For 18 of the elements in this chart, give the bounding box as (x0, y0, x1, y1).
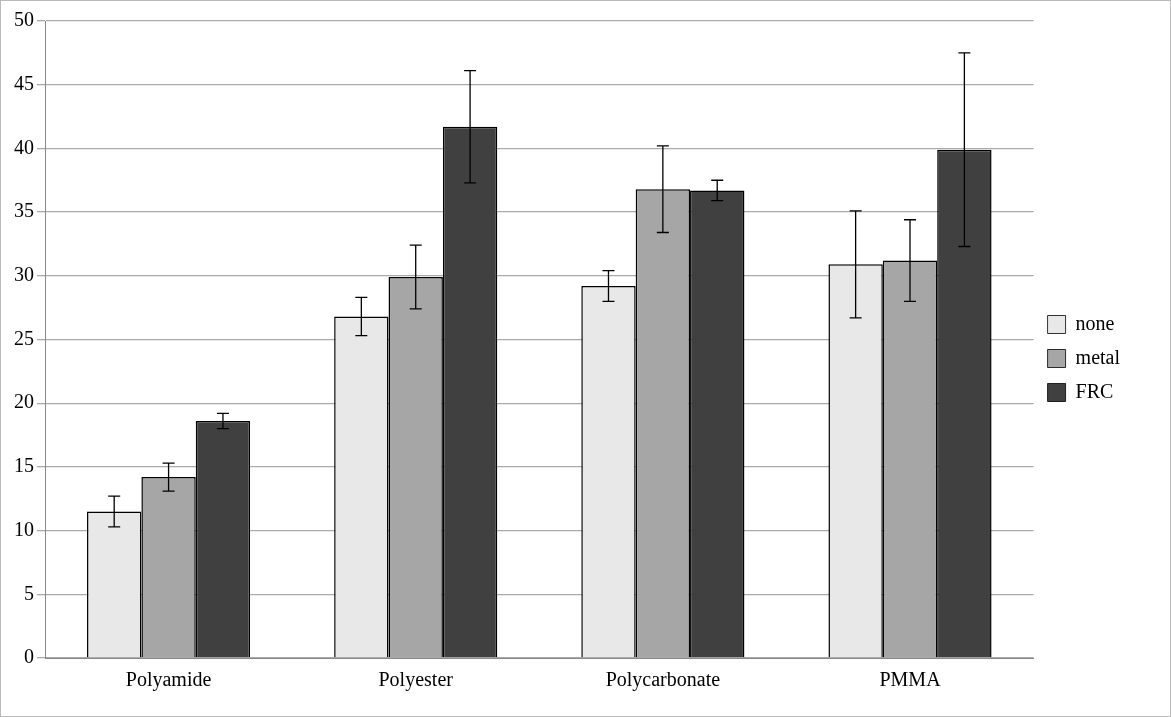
y-tick-label: 30 (14, 263, 34, 286)
legend-label: none (1075, 311, 1115, 334)
x-tick-label: PMMA (879, 668, 942, 691)
y-tick-label: 35 (14, 199, 34, 222)
y-tick-label: 15 (14, 454, 34, 477)
y-tick-label: 10 (14, 517, 34, 540)
x-tick-label: Polyester (378, 668, 454, 692)
y-tick-label: 50 (14, 8, 34, 31)
legend-label: metal (1075, 345, 1121, 368)
y-tick-label: 25 (14, 326, 34, 349)
x-tick-label: Polyamide (125, 668, 212, 692)
y-tick-label: 20 (14, 390, 34, 413)
y-tick-label: 0 (24, 645, 34, 668)
y-tick-label: 5 (24, 581, 34, 604)
y-tick-label: 45 (14, 71, 34, 94)
x-tick-label: Polycarbonate (605, 668, 721, 692)
legend-label: FRC (1075, 379, 1114, 402)
y-tick-label: 40 (14, 135, 34, 158)
